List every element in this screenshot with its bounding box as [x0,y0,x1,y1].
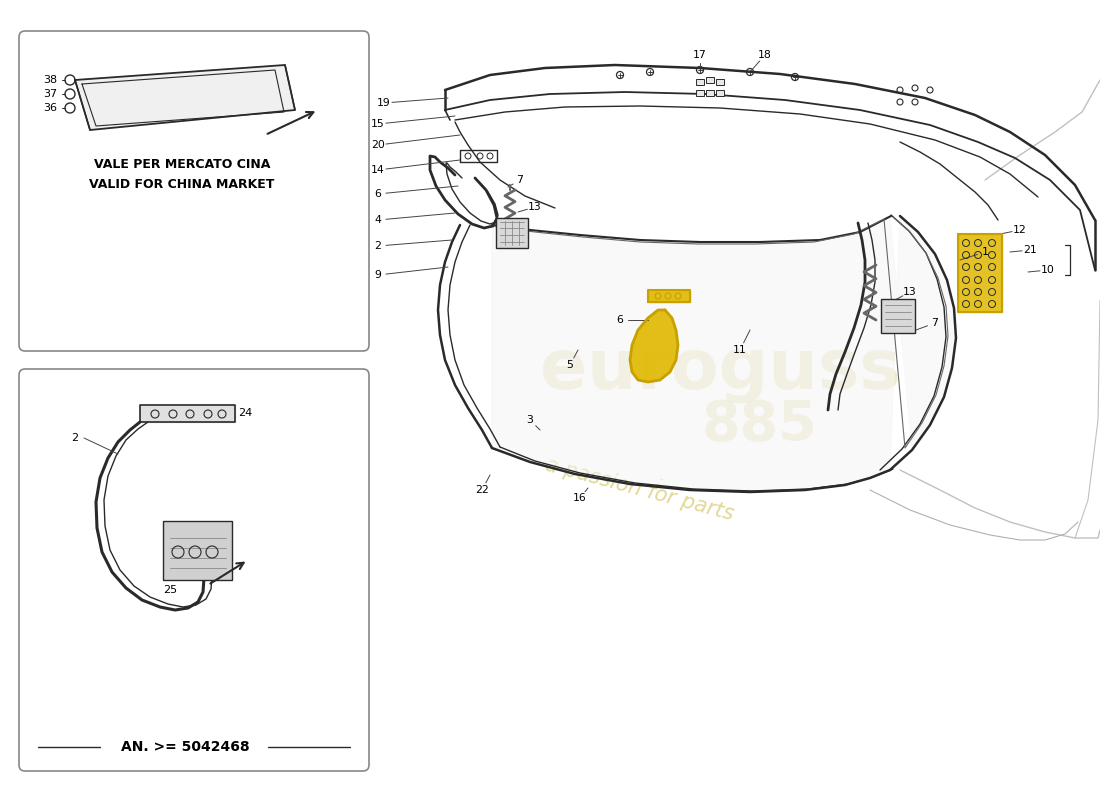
Text: 1: 1 [981,247,989,257]
Polygon shape [492,216,956,492]
Polygon shape [958,234,1002,312]
Text: 885: 885 [702,398,818,452]
Text: 13: 13 [903,287,917,297]
Text: 38: 38 [43,75,57,85]
Text: 4: 4 [375,215,382,225]
FancyBboxPatch shape [496,218,528,248]
Text: 16: 16 [573,493,587,503]
Text: 5: 5 [566,360,573,370]
Text: 22: 22 [475,485,488,495]
Text: 37: 37 [43,89,57,99]
Text: 6: 6 [375,189,382,199]
Bar [706,77,714,83]
Text: 24: 24 [238,408,252,418]
Bar [716,90,724,96]
Text: 7: 7 [517,175,524,185]
Text: 9: 9 [375,270,382,280]
Text: 11: 11 [733,345,747,355]
Text: VALE PER MERCATO CINA: VALE PER MERCATO CINA [94,158,271,171]
FancyBboxPatch shape [19,31,368,351]
Polygon shape [140,405,235,422]
Text: #c8b840: #c8b840 [660,479,667,480]
Bar [706,90,714,96]
Text: 36: 36 [43,103,57,113]
Text: 21: 21 [1023,245,1037,255]
Text: euroguss: euroguss [540,337,900,403]
Text: AN. >= 5042468: AN. >= 5042468 [121,740,250,754]
Text: 13: 13 [528,202,542,212]
Bar [696,90,704,96]
Text: 3: 3 [527,415,534,425]
Bar [696,79,704,85]
Text: 20: 20 [371,140,385,150]
Text: 15: 15 [371,119,385,129]
Polygon shape [630,310,678,382]
Text: 2: 2 [72,433,78,443]
Text: 17: 17 [693,50,707,60]
Text: 10: 10 [1041,265,1055,275]
Text: 18: 18 [758,50,772,60]
Bar [716,79,724,85]
Text: 6: 6 [617,315,624,325]
Text: 2: 2 [375,241,382,251]
FancyBboxPatch shape [163,521,232,580]
Text: 12: 12 [1013,225,1027,235]
Text: 25: 25 [163,585,177,595]
FancyBboxPatch shape [881,299,915,333]
Polygon shape [75,65,295,130]
FancyBboxPatch shape [19,369,368,771]
Polygon shape [648,290,690,302]
Text: 7: 7 [932,318,938,328]
Text: VALID FOR CHINA MARKET: VALID FOR CHINA MARKET [89,178,275,190]
Text: 19: 19 [377,98,390,108]
Text: a passion for parts: a passion for parts [543,455,737,525]
Text: 14: 14 [371,165,385,175]
